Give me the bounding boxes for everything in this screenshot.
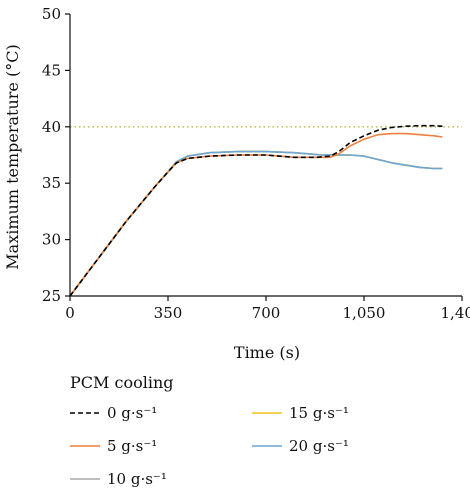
series-line-3 — [69, 150, 443, 297]
y-tick-label: 50 — [42, 5, 61, 23]
x-tick-label: 350 — [154, 304, 183, 322]
legend-label-0: 0 g·s⁻¹ — [107, 404, 157, 422]
series-layer — [69, 124, 443, 297]
x-axis-title: Time (s) — [234, 343, 300, 362]
series-line-2 — [69, 150, 443, 297]
series-line-4 — [69, 150, 443, 297]
y-tick-label: 40 — [42, 118, 61, 136]
x-tick-label: 0 — [65, 304, 75, 322]
y-tick-label: 45 — [42, 61, 61, 79]
legend: 0 g·s⁻¹ 15 g·s⁻¹ 5 g·s⁻¹ 20 g·s⁻¹ 10 g·s⁻¹ — [70, 404, 349, 488]
x-tick-label: 1,050 — [343, 304, 386, 322]
y-axis-title: Maximum temperature (°C) — [3, 44, 22, 269]
y-tick-label: 35 — [42, 174, 61, 192]
series-line-1 — [69, 132, 443, 297]
x-tick-label: 1,400 — [441, 304, 470, 322]
legend-title: PCM cooling — [70, 373, 173, 392]
y-tick-label: 25 — [42, 287, 61, 305]
axes-layer: 25 30 35 40 45 50 0 350 700 1,050 1,400 — [42, 5, 470, 322]
legend-label-1: 5 g·s⁻¹ — [107, 437, 157, 455]
legend-label-4: 20 g·s⁻¹ — [289, 437, 349, 455]
series-line-0 — [69, 124, 443, 297]
legend-label-3: 15 g·s⁻¹ — [289, 404, 349, 422]
legend-label-2: 10 g·s⁻¹ — [107, 470, 167, 488]
x-tick-label: 700 — [252, 304, 281, 322]
y-tick-label: 30 — [42, 231, 61, 249]
